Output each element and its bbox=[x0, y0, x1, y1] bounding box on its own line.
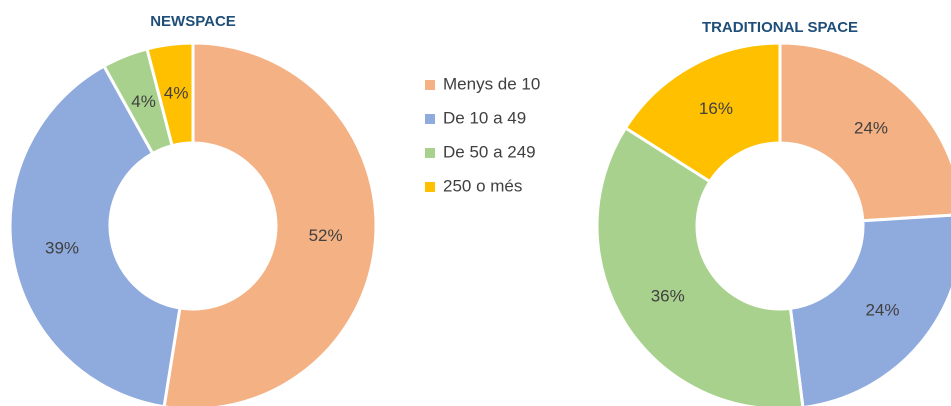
data-label: 4% bbox=[164, 84, 189, 103]
legend-label: Menys de 10 bbox=[443, 74, 540, 93]
data-label: 16% bbox=[699, 99, 733, 118]
data-label: 24% bbox=[854, 119, 888, 138]
data-label: 4% bbox=[131, 92, 156, 111]
donut-slice bbox=[145, 41, 195, 148]
data-label: 39% bbox=[45, 239, 79, 258]
donut-slice bbox=[623, 41, 782, 184]
data-label: 36% bbox=[651, 287, 685, 306]
donut-slice bbox=[595, 125, 805, 406]
data-label: 24% bbox=[865, 300, 899, 319]
donut-slice bbox=[788, 213, 951, 406]
legend-label: 250 o més bbox=[443, 176, 522, 195]
legend-label: De 50 a 249 bbox=[443, 142, 536, 161]
legend-swatch bbox=[425, 148, 435, 158]
legend-swatch bbox=[425, 114, 435, 124]
chart-title: TRADITIONAL SPACE bbox=[702, 19, 858, 36]
data-label: 52% bbox=[309, 226, 343, 245]
donut-slice bbox=[8, 64, 182, 406]
donut-slice bbox=[162, 41, 378, 406]
chart-title: NEWSPACE bbox=[150, 13, 236, 30]
legend-label: De 10 a 49 bbox=[443, 108, 526, 127]
donut-slice bbox=[778, 41, 951, 223]
legend-swatch bbox=[425, 80, 435, 90]
legend-swatch bbox=[425, 182, 435, 192]
